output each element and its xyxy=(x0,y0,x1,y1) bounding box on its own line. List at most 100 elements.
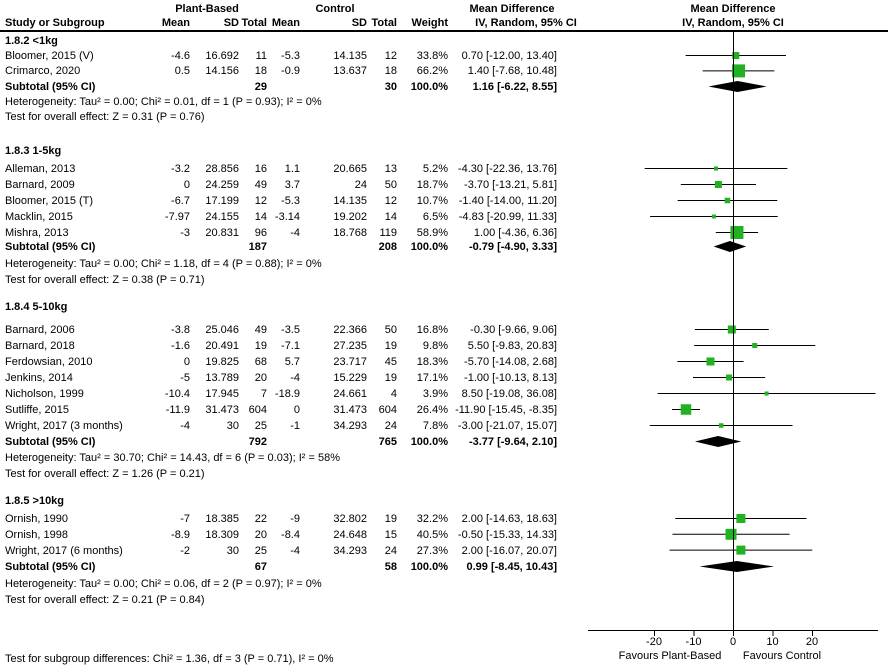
study-weight: 3.9% xyxy=(422,388,448,400)
subtotal-label: Subtotal (95% CI) xyxy=(5,436,96,448)
subgroup-label: 1.8.3 1-5kg xyxy=(5,145,62,157)
effect-square xyxy=(736,514,746,523)
study-total2: 24 xyxy=(384,544,397,557)
effect-square xyxy=(718,423,724,428)
effect-square xyxy=(732,52,740,59)
study-weight: 58.9% xyxy=(416,227,448,239)
study-mean1: -1.6 xyxy=(171,340,190,352)
study-sd1: 14.156 xyxy=(205,65,239,78)
study-name: Barnard, 2009 xyxy=(5,179,75,191)
study-mean1: -4 xyxy=(180,420,190,432)
study-sd1: 30 xyxy=(226,420,239,432)
study-name: Ferdowsian, 2010 xyxy=(5,356,93,368)
study-name: Wright, 2017 (3 months) xyxy=(5,420,123,432)
heterogeneity-text: Heterogeneity: Tau² = 0.00; Chi² = 1.18,… xyxy=(5,258,322,270)
study-sd2: 20.665 xyxy=(333,163,367,175)
axis-tick-label: 0 xyxy=(729,636,737,648)
study-sd2: 24.661 xyxy=(333,388,367,400)
study-sd2: 23.717 xyxy=(333,356,367,368)
subtotal-label: Subtotal (95% CI) xyxy=(5,241,96,253)
study-sd2: 13.637 xyxy=(333,65,367,78)
overall-effect-text: Test for overall effect: Z = 1.26 (P = 0… xyxy=(5,468,205,480)
sd2-col-header: SD xyxy=(351,17,367,29)
favours-left-label: Favours Plant-Based xyxy=(618,650,722,662)
study-weight: 32.2% xyxy=(416,513,448,525)
study-total1: 25 xyxy=(254,544,267,557)
study-sd2: 19.202 xyxy=(333,211,367,223)
study-name: Wright, 2017 (6 months) xyxy=(5,544,123,557)
subtotal-total1: 67 xyxy=(254,561,267,573)
study-mean1: -3.2 xyxy=(171,163,190,175)
study-total2: 15 xyxy=(384,528,397,541)
study-sd2: 34.293 xyxy=(333,420,367,432)
study-weight: 9.8% xyxy=(422,340,448,352)
study-mean2: -7.1 xyxy=(281,340,300,352)
heterogeneity-text: Heterogeneity: Tau² = 30.70; Chi² = 14.4… xyxy=(5,452,340,464)
study-total1: 19 xyxy=(254,340,267,352)
study-sd1: 17.199 xyxy=(205,195,239,207)
study-mean2: -5.3 xyxy=(281,50,300,62)
study-sd2: 22.366 xyxy=(333,324,367,336)
study-mean1: -5 xyxy=(180,372,190,384)
study-mean2: -18.9 xyxy=(274,388,300,400)
study-mean2: 0 xyxy=(293,404,300,416)
study-md: -4.30 [-22.36, 13.76] xyxy=(457,163,557,175)
study-mean2: -3.5 xyxy=(281,324,300,336)
study-total2: 50 xyxy=(384,324,397,336)
study-name: Sutliffe, 2015 xyxy=(5,404,70,416)
group2-header: Control xyxy=(315,3,355,15)
effect-square xyxy=(714,166,719,171)
axis-tick-label: -20 xyxy=(646,636,662,648)
effect-square xyxy=(732,64,746,78)
subgroup-label: 1.8.2 <1kg xyxy=(5,35,58,47)
study-md: 0.70 [-12.00, 13.40] xyxy=(461,50,557,62)
study-mean1: -10.4 xyxy=(164,388,190,400)
effect-square xyxy=(714,181,722,188)
study-sd1: 28.856 xyxy=(205,163,239,175)
subtotal-total1: 792 xyxy=(248,436,267,448)
favours-right-label: Favours Control xyxy=(742,650,822,662)
study-total2: 45 xyxy=(384,356,397,368)
subgroup-difference-test: Test for subgroup differences: Chi² = 1.… xyxy=(5,653,334,665)
study-sd2: 14.135 xyxy=(333,195,367,207)
effect-square xyxy=(736,545,746,555)
study-md: 2.00 [-14.63, 18.63] xyxy=(461,513,557,525)
study-sd2: 27.235 xyxy=(333,340,367,352)
study-mean1: 0.5 xyxy=(174,65,190,78)
study-sd2: 15.229 xyxy=(333,372,367,384)
study-mean2: 1.1 xyxy=(284,163,300,175)
study-total2: 12 xyxy=(384,50,397,62)
study-weight: 16.8% xyxy=(416,324,448,336)
weight-col-header: Weight xyxy=(411,17,448,29)
axis-tick-label: -10 xyxy=(685,636,702,648)
study-mean1: -3 xyxy=(180,227,190,239)
study-weight: 33.8% xyxy=(416,50,448,62)
study-md: -1.00 [-10.13, 8.13] xyxy=(464,372,557,384)
study-sd1: 24.259 xyxy=(205,179,239,191)
subtotal-md: 1.16 [-6.22, 8.55] xyxy=(472,81,557,93)
study-weight: 6.5% xyxy=(422,211,448,223)
study-weight: 7.8% xyxy=(422,420,448,432)
subtotal-total2: 765 xyxy=(378,436,397,448)
study-md: -4.83 [-20.99, 11.33] xyxy=(458,211,557,223)
study-weight: 66.2% xyxy=(416,65,448,78)
study-total2: 119 xyxy=(379,227,397,239)
study-total1: 49 xyxy=(254,324,267,336)
study-sd1: 13.789 xyxy=(205,372,239,384)
study-mean2: -4 xyxy=(290,372,300,384)
study-sd1: 17.945 xyxy=(205,388,239,400)
study-weight: 18.7% xyxy=(416,179,448,191)
study-mean2: -9 xyxy=(290,513,300,525)
subtotal-total2: 58 xyxy=(384,561,397,573)
study-md: -5.70 [-14.08, 2.68] xyxy=(464,356,557,368)
study-weight: 26.4% xyxy=(416,404,448,416)
subtotal-total2: 208 xyxy=(378,241,397,253)
effect-square xyxy=(764,391,769,396)
total1-col-header: Total xyxy=(241,17,267,29)
study-md: -11.90 [-15.45, -8.35] xyxy=(455,404,557,416)
study-md: 1.00 [-4.36, 6.36] xyxy=(473,227,557,239)
effect-square xyxy=(730,226,744,239)
subtotal-label: Subtotal (95% CI) xyxy=(5,561,96,573)
iv-header-left: IV, Random, 95% CI xyxy=(475,17,577,29)
